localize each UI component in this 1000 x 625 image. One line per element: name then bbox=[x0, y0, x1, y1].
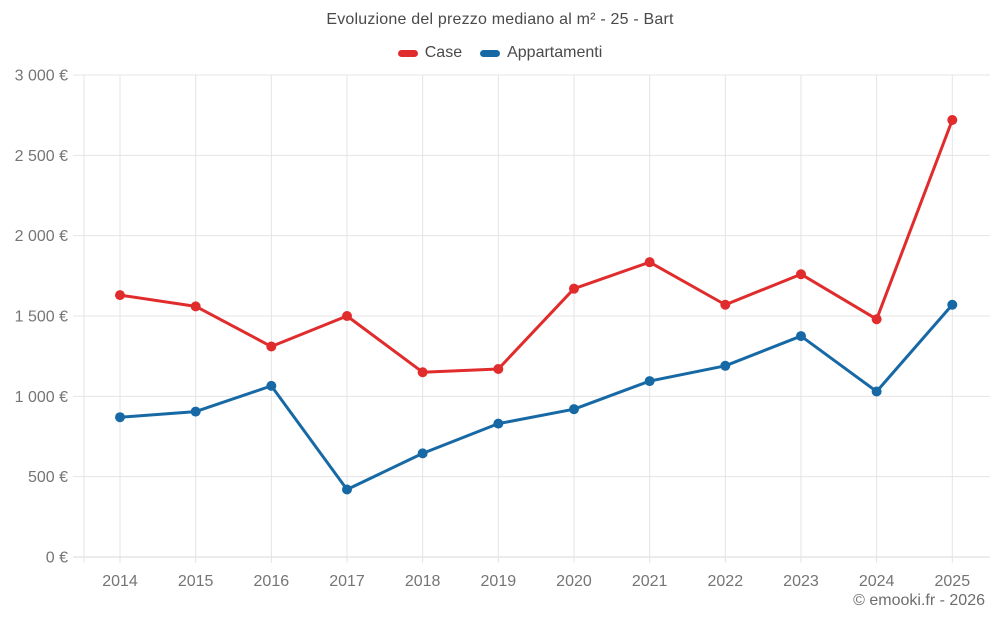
x-tick-label: 2022 bbox=[708, 573, 744, 590]
y-tick-label: 500 € bbox=[28, 469, 68, 486]
x-tick-label: 2018 bbox=[405, 573, 441, 590]
x-tick-label: 2021 bbox=[632, 573, 668, 590]
data-point-case-2016[interactable] bbox=[266, 341, 277, 352]
legend-item-appartamenti[interactable]: Appartamenti bbox=[480, 44, 602, 62]
data-point-case-2015[interactable] bbox=[190, 301, 201, 312]
series-line-appartamenti bbox=[118, 303, 954, 492]
y-tick-label: 2 500 € bbox=[15, 148, 68, 165]
x-tick-label: 2025 bbox=[935, 573, 971, 590]
data-point-appartamenti-2018[interactable] bbox=[417, 448, 428, 459]
data-point-appartamenti-2016[interactable] bbox=[266, 380, 277, 391]
data-point-appartamenti-2019[interactable] bbox=[493, 418, 504, 429]
y-tick-label: 2 000 € bbox=[15, 228, 68, 245]
x-tick-label: 2017 bbox=[329, 573, 365, 590]
data-point-case-2021[interactable] bbox=[644, 257, 655, 268]
data-point-case-2025[interactable] bbox=[947, 114, 958, 125]
data-point-case-2024[interactable] bbox=[871, 314, 882, 325]
y-tick-label: 0 € bbox=[46, 550, 68, 567]
data-point-case-2019[interactable] bbox=[493, 364, 504, 375]
data-point-case-2022[interactable] bbox=[720, 299, 731, 310]
x-tick-label: 2015 bbox=[178, 573, 214, 590]
legend-label: Case bbox=[424, 44, 463, 61]
data-point-appartamenti-2024[interactable] bbox=[871, 386, 882, 397]
x-tick-label: 2016 bbox=[254, 573, 290, 590]
data-point-appartamenti-2021[interactable] bbox=[644, 376, 655, 387]
legend-item-case[interactable]: Case bbox=[397, 44, 463, 62]
data-point-appartamenti-2015[interactable] bbox=[190, 406, 201, 417]
y-tick-label: 3 000 € bbox=[15, 68, 68, 85]
data-point-appartamenti-2017[interactable] bbox=[341, 484, 352, 495]
x-tick-label: 2020 bbox=[556, 573, 592, 590]
data-point-case-2020[interactable] bbox=[568, 283, 579, 294]
x-tick-label: 2023 bbox=[783, 573, 819, 590]
x-tick-label: 2024 bbox=[859, 573, 895, 590]
data-point-case-2018[interactable] bbox=[417, 367, 428, 378]
data-point-appartamenti-2023[interactable] bbox=[795, 331, 806, 342]
y-tick-label: 1 000 € bbox=[15, 389, 68, 406]
data-point-case-2017[interactable] bbox=[341, 311, 352, 321]
data-point-appartamenti-2014[interactable] bbox=[115, 412, 125, 423]
series-line-case bbox=[118, 118, 954, 374]
data-point-case-2014[interactable] bbox=[115, 290, 125, 301]
x-tick-label: 2014 bbox=[102, 573, 138, 590]
y-tick-label: 1 500 € bbox=[15, 309, 68, 326]
data-point-appartamenti-2020[interactable] bbox=[568, 404, 579, 415]
data-point-appartamenti-2022[interactable] bbox=[720, 360, 731, 371]
data-point-case-2023[interactable] bbox=[795, 269, 806, 280]
legend-swatch-appartamenti bbox=[480, 49, 501, 57]
copyright-watermark: © emooki.fr - 2026 bbox=[853, 592, 985, 609]
legend-swatch-case bbox=[397, 49, 418, 57]
chart-legend: Case Appartamenti bbox=[0, 44, 1000, 62]
x-tick-label: 2019 bbox=[481, 573, 517, 590]
data-point-appartamenti-2025[interactable] bbox=[947, 299, 958, 310]
chart-title: Evoluzione del prezzo mediano al m² - 25… bbox=[326, 11, 674, 28]
legend-label: Appartamenti bbox=[507, 44, 603, 61]
